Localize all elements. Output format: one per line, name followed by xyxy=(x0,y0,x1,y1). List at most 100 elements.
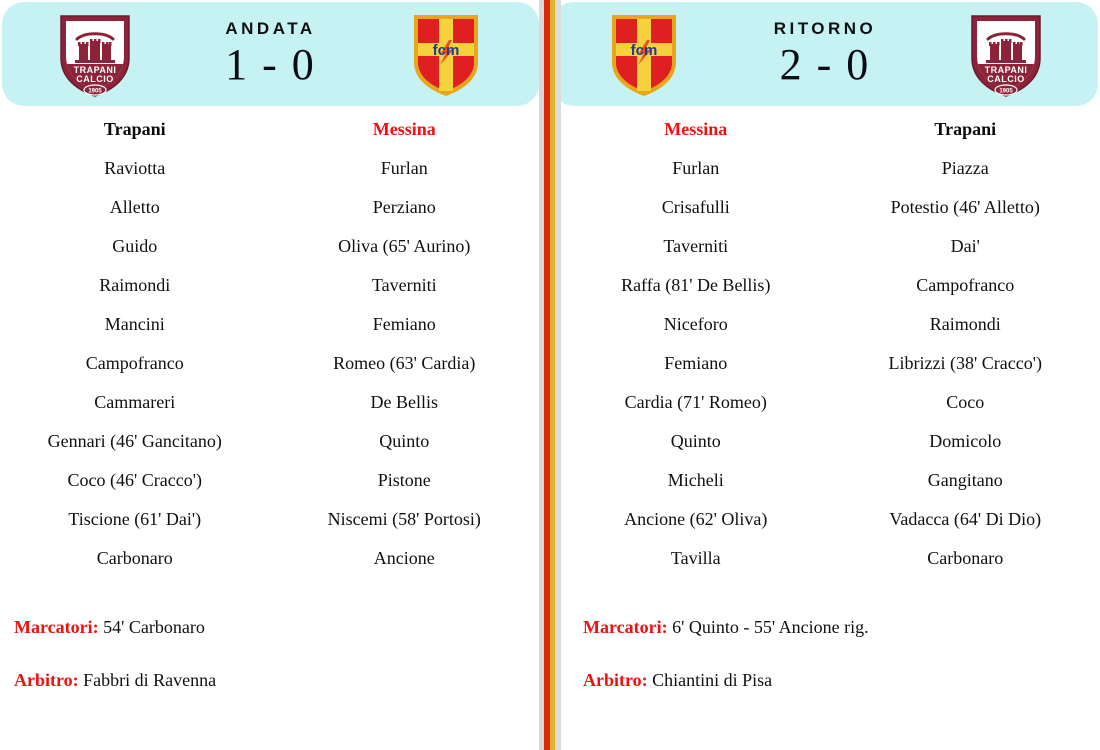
score-block-leg2: RITORNO 2 - 0 xyxy=(774,20,877,89)
center-divider xyxy=(539,0,561,750)
team-column-andata-away: Messina Furlan Perziano Oliva (65' Aurino)… xyxy=(270,112,540,582)
player-entry: Alletto xyxy=(109,197,160,217)
player-entry: Romeo (63' Cardia) xyxy=(333,353,476,373)
player-entry: Piazza xyxy=(941,158,989,178)
player-list: Piazza Potestio (46' Alletto) Dai' Campofra… xyxy=(831,159,1100,567)
header-band-andata: TRAPANI CALCIO 1905 ANDATA 1 - 0 xyxy=(2,2,539,106)
team-column-ritorno-away: Trapani Piazza Potestio (46' Alletto) Dai'… xyxy=(831,112,1100,582)
player-entry: Tavilla xyxy=(670,548,721,568)
team-name-heading: Trapani xyxy=(934,119,997,139)
player-entry: Cardia (71' Romeo) xyxy=(624,392,767,412)
lineups-area: Trapani Raviotta Alletto Guido Raimondi Manc… xyxy=(0,112,1100,582)
player-entry: Gennari (46' Gancitano) xyxy=(47,431,222,451)
trapani-crest-line1: TRAPANI xyxy=(73,65,116,75)
divider-stripe-red xyxy=(544,0,550,750)
scorers-label: Marcatori: xyxy=(583,617,668,637)
scorers-value: 54' Carbonaro xyxy=(103,617,205,637)
divider-stripe-gray-left xyxy=(539,0,544,750)
referee-value: Fabbri di Ravenna xyxy=(83,669,217,690)
trapani-crest-line2: CALCIO xyxy=(76,74,114,84)
lineup-panel-andata: Trapani Raviotta Alletto Guido Raimondi Manc… xyxy=(0,112,539,582)
scorers-row: Marcatori: 54' Carbonaro xyxy=(14,617,539,638)
player-entry: Furlan xyxy=(672,158,720,178)
team-column-ritorno-home: Messina Furlan Crisafulli Taverniti Raffa (… xyxy=(561,112,831,582)
player-entry: Carbonaro xyxy=(96,548,173,568)
player-entry: Coco xyxy=(946,392,985,412)
player-entry: Campofranco xyxy=(916,275,1015,295)
team-name-heading: Messina xyxy=(664,119,728,139)
player-list: Furlan Perziano Oliva (65' Aurino) Tavernit… xyxy=(270,159,540,567)
player-entry: Ancione (62' Oliva) xyxy=(624,509,768,529)
player-entry: De Bellis xyxy=(370,392,439,412)
player-entry: Niceforo xyxy=(663,314,728,334)
divider-stripe-gray-right xyxy=(555,0,561,750)
messina-crest-monogram: fcm xyxy=(631,42,658,59)
player-entry: Campofranco xyxy=(85,353,184,373)
referee-row: Arbitro: Fabbri di Ravenna xyxy=(14,669,539,691)
player-entry: Vadacca (64' Di Dio) xyxy=(889,509,1042,529)
header-band-ritorno: fcm RITORNO 2 - 0 xyxy=(552,2,1098,106)
player-entry: Raviotta xyxy=(104,158,166,178)
referee-value: Chiantini di Pisa xyxy=(652,669,773,690)
player-entry: Oliva (65' Aurino) xyxy=(338,236,471,256)
player-entry: Coco (46' Cracco') xyxy=(67,470,202,490)
trapani-calcio-crest: TRAPANI CALCIO 1905 xyxy=(59,15,130,97)
crest-slot-home-leg2: fcm xyxy=(589,10,699,98)
player-entry: Femiano xyxy=(372,314,436,334)
leg-label-andata: ANDATA xyxy=(225,18,316,38)
match-info-andata: Marcatori: 54' Carbonaro Arbitro: Fabbri… xyxy=(0,600,539,750)
crest-slot-away-leg2: TRAPANI CALCIO 1905 xyxy=(951,10,1061,98)
trapani-crest-year: 1905 xyxy=(88,89,102,95)
player-entry: Gangitano xyxy=(927,470,1003,490)
team-name-heading: Trapani xyxy=(103,119,166,139)
player-entry: Cammareri xyxy=(94,392,176,412)
score-block-leg1: ANDATA 1 - 0 xyxy=(225,20,316,89)
crest-slot-home-leg1: TRAPANI CALCIO 1905 xyxy=(40,10,150,98)
messina-fcm-crest: fcm xyxy=(414,15,479,96)
player-entry: Librizzi (38' Cracco') xyxy=(888,353,1042,373)
trapani-crest-line2: CALCIO xyxy=(987,74,1025,84)
score-andata: 1 - 0 xyxy=(225,39,316,89)
player-entry: Ancione xyxy=(373,548,435,568)
player-entry: Perziano xyxy=(372,197,436,217)
player-entry: Quinto xyxy=(379,431,430,451)
player-entry: Raffa (81' De Bellis) xyxy=(621,275,771,295)
referee-label: Arbitro: xyxy=(583,669,648,690)
player-entry: Mancini xyxy=(104,314,165,334)
player-entry: Carbonaro xyxy=(927,548,1004,568)
player-entry: Pistone xyxy=(377,470,431,490)
player-entry: Niscemi (58' Portosi) xyxy=(327,509,481,529)
lineup-panel-ritorno: Messina Furlan Crisafulli Taverniti Raffa (… xyxy=(561,112,1100,582)
player-entry: Raimondi xyxy=(929,314,1001,334)
team-name-heading: Messina xyxy=(372,119,436,139)
messina-fcm-crest: fcm xyxy=(612,15,677,96)
leg-label-ritorno: RITORNO xyxy=(773,18,877,38)
score-ritorno: 2 - 0 xyxy=(779,39,871,89)
trapani-crest-line1: TRAPANI xyxy=(984,65,1027,75)
player-entry: Guido xyxy=(112,236,158,256)
trapani-crest-year: 1905 xyxy=(999,89,1013,95)
player-entry: Potestio (46' Alletto) xyxy=(890,197,1040,217)
player-entry: Crisafulli xyxy=(661,197,730,217)
player-entry: Domicolo xyxy=(929,431,1002,451)
player-entry: Taverniti xyxy=(371,275,437,295)
crest-slot-away-leg1: fcm xyxy=(391,10,501,98)
player-entry: Micheli xyxy=(667,470,724,490)
player-entry: Raimondi xyxy=(99,275,171,295)
player-list: Furlan Crisafulli Taverniti Raffa (81' De B… xyxy=(561,159,831,567)
player-entry: Furlan xyxy=(380,158,428,178)
player-entry: Femiano xyxy=(664,353,728,373)
scorers-label: Marcatori: xyxy=(14,617,99,637)
player-entry: Taverniti xyxy=(663,236,729,256)
player-entry: Dai' xyxy=(950,236,980,256)
divider-stripe-gold xyxy=(550,0,555,750)
team-column-andata-home: Trapani Raviotta Alletto Guido Raimondi Manc… xyxy=(0,112,270,582)
match-info-ritorno: Marcatori: 6' Quinto - 55' Ancione rig. … xyxy=(561,600,1100,750)
player-entry: Quinto xyxy=(670,431,721,451)
referee-label: Arbitro: xyxy=(14,669,79,690)
player-list: Raviotta Alletto Guido Raimondi Mancini Campo… xyxy=(0,159,270,567)
trapani-calcio-crest: TRAPANI CALCIO 1905 xyxy=(971,15,1041,97)
referee-row: Arbitro: Chiantini di Pisa xyxy=(583,669,1100,691)
scorers-row: Marcatori: 6' Quinto - 55' Ancione rig. xyxy=(583,617,1100,638)
